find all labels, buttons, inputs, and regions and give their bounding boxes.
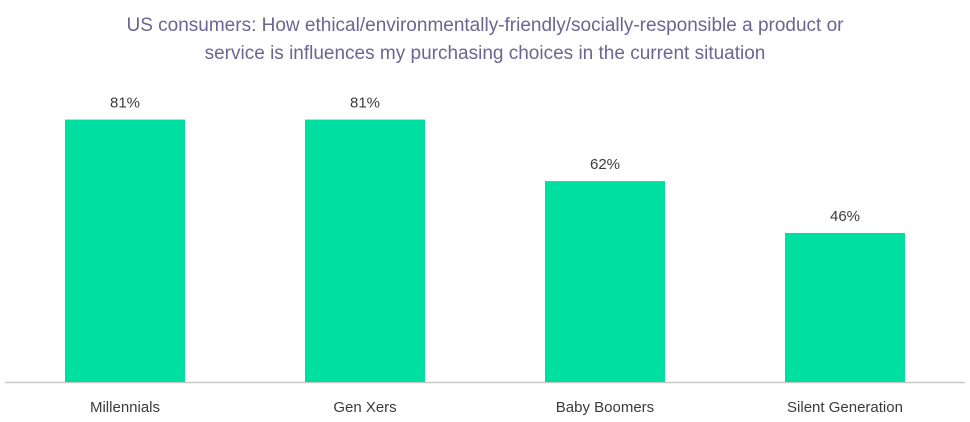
data-label: 62%: [590, 156, 620, 173]
data-label: 81%: [110, 95, 140, 112]
bar-gen-xers: [305, 119, 425, 382]
category-label: Silent Generation: [787, 399, 903, 416]
category-label: Gen Xers: [333, 399, 396, 416]
category-label: Baby Boomers: [556, 399, 654, 416]
bar-millennials: [65, 119, 185, 382]
chart-title: US consumers: How ethical/environmentall…: [0, 12, 970, 68]
chart-title-line-2: service is influences my purchasing choi…: [204, 43, 766, 64]
category-label: Millennials: [90, 399, 160, 416]
bar-baby-boomers: [545, 181, 665, 382]
bar-silent-generation: [785, 232, 905, 382]
chart-title-line-1: US consumers: How ethical/environmentall…: [126, 15, 844, 36]
data-label: 81%: [350, 95, 380, 112]
data-label: 46%: [830, 208, 860, 225]
